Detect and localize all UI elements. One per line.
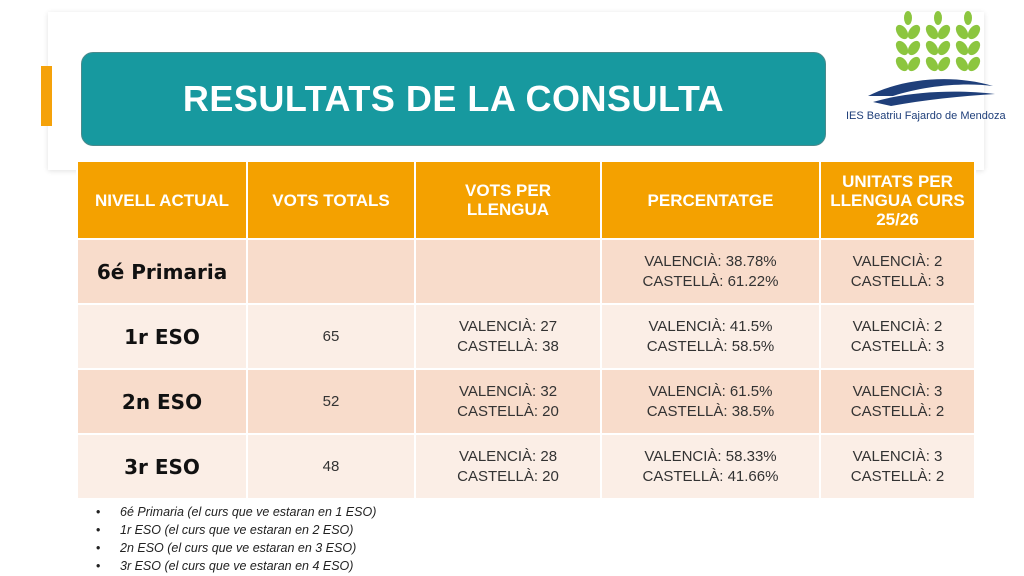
percentage-cell: VALENCIÀ: 58.33% CASTELLÀ: 41.66%: [600, 433, 821, 500]
votes-per-language-cell: VALENCIÀ: 27 CASTELLÀ: 38: [414, 303, 602, 370]
school-name: IES Beatriu Fajardo de Mendoza: [846, 110, 1006, 122]
list-item: 3r ESO (el curs que ve estaran en 4 ESO): [96, 557, 376, 575]
level-cell: 1r ESO: [76, 303, 248, 370]
votes-per-language-cell: VALENCIÀ: 28 CASTELLÀ: 20: [414, 433, 602, 500]
notes-list: 6é Primaria (el curs que ve estaran en 1…: [96, 503, 376, 575]
title-banner: RESULTATS DE LA CONSULTA: [81, 52, 826, 146]
level-cell: 3r ESO: [76, 433, 248, 500]
units-cell: VALENCIÀ: 3 CASTELLÀ: 2: [819, 368, 976, 435]
header-vots-totals: VOTS TOTALS: [246, 160, 416, 240]
list-item: 1r ESO (el curs que ve estaran en 2 ESO): [96, 521, 376, 539]
table-row: 2n ESO 52 VALENCIÀ: 32 CASTELLÀ: 20 VALEN…: [76, 368, 976, 435]
header-nivell-actual: NIVELL ACTUAL: [76, 160, 248, 240]
table-header-row: NIVELL ACTUAL VOTS TOTALS VOTS PER LLENG…: [76, 160, 976, 240]
list-item: 6é Primaria (el curs que ve estaran en 1…: [96, 503, 376, 521]
header-unitats-per-llengua: UNITATS PER LLENGUA CURS 25/26: [819, 160, 976, 240]
total-votes-cell: [246, 238, 416, 305]
units-cell: VALENCIÀ: 2 CASTELLÀ: 3: [819, 303, 976, 370]
accent-bar: [41, 66, 52, 126]
results-table: NIVELL ACTUAL VOTS TOTALS VOTS PER LLENG…: [76, 160, 976, 500]
table-row: 3r ESO 48 VALENCIÀ: 28 CASTELLÀ: 20 VALEN…: [76, 433, 976, 500]
list-item: 2n ESO (el curs que ve estaran en 3 ESO): [96, 539, 376, 557]
table-row: 1r ESO 65 VALENCIÀ: 27 CASTELLÀ: 38 VALEN…: [76, 303, 976, 370]
level-cell: 6é Primaria: [76, 238, 248, 305]
page-title: RESULTATS DE LA CONSULTA: [182, 78, 725, 119]
total-votes-cell: 52: [246, 368, 416, 435]
total-votes-cell: 48: [246, 433, 416, 500]
total-votes-cell: 65: [246, 303, 416, 370]
percentage-cell: VALENCIÀ: 38.78% CASTELLÀ: 61.22%: [600, 238, 821, 305]
units-cell: VALENCIÀ: 2 CASTELLÀ: 3: [819, 238, 976, 305]
percentage-cell: VALENCIÀ: 41.5% CASTELLÀ: 58.5%: [600, 303, 821, 370]
units-cell: VALENCIÀ: 3 CASTELLÀ: 2: [819, 433, 976, 500]
header-vots-per-llengua: VOTS PER LLENGUA: [414, 160, 602, 240]
level-cell: 2n ESO: [76, 368, 248, 435]
votes-per-language-cell: [414, 238, 602, 305]
school-logo-icon: [868, 11, 995, 106]
percentage-cell: VALENCIÀ: 61.5% CASTELLÀ: 38.5%: [600, 368, 821, 435]
votes-per-language-cell: VALENCIÀ: 32 CASTELLÀ: 20: [414, 368, 602, 435]
header-percentatge: PERCENTATGE: [600, 160, 821, 240]
table-row: 6é Primaria VALENCIÀ: 38.78% CASTELLÀ: 61…: [76, 238, 976, 305]
